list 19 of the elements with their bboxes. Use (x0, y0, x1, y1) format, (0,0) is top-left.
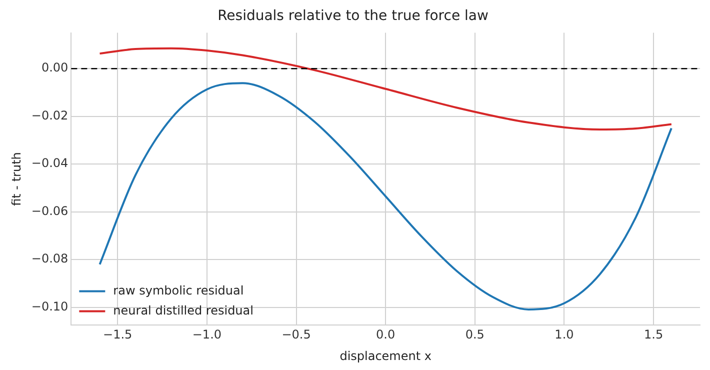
x-axis-title: displacement x (340, 348, 432, 363)
y-tick-label: −0.04 (31, 156, 68, 170)
legend-label: raw symbolic residual (113, 283, 244, 298)
x-tick-label: 1.0 (554, 328, 574, 342)
x-tick-label: 1.5 (644, 328, 664, 342)
y-tick-label: −0.08 (31, 252, 68, 266)
chart-title: Residuals relative to the true force law (218, 8, 488, 24)
y-tick-label: −0.10 (31, 299, 68, 314)
y-axis-title: fit - truth (9, 152, 24, 206)
y-tick-label: −0.06 (31, 204, 68, 218)
legend-label: neural distilled residual (113, 303, 254, 318)
x-tick-label: 0.0 (376, 328, 396, 342)
x-tick-label: 0.5 (465, 328, 484, 342)
y-tick-label: −0.02 (31, 108, 68, 122)
line-series (98, 47, 672, 130)
x-tick-label: −1.0 (192, 328, 222, 342)
x-tick-label: −1.5 (103, 328, 132, 342)
x-tick-label: −0.5 (282, 328, 311, 342)
y-tick-label: 0.00 (41, 60, 68, 75)
